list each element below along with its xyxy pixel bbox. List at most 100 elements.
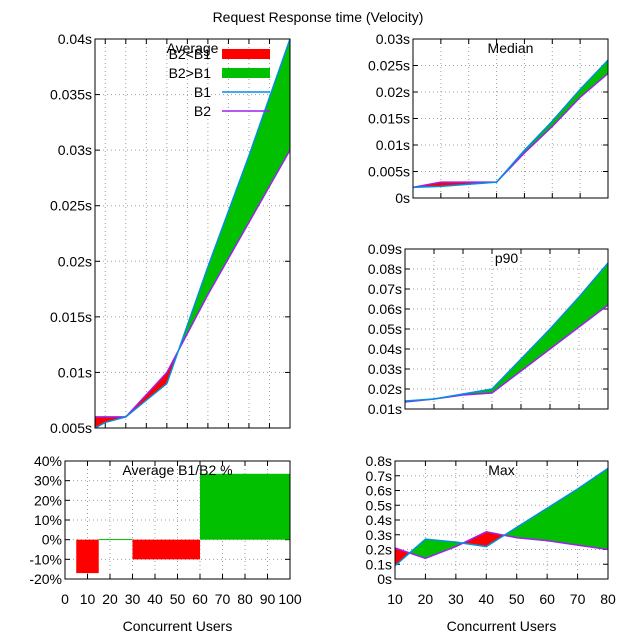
max-ytick-label: 0.5s: [366, 497, 392, 513]
max-fills: [394, 467, 609, 567]
ratio-xtick-label: 100: [278, 591, 302, 607]
max-title: Max: [488, 462, 514, 478]
max-xtick-label: 60: [539, 591, 555, 607]
ratio-ytick-label: -10%: [29, 551, 62, 567]
median-line-b1: [412, 59, 609, 189]
max-ytick-label: 0.2s: [366, 542, 392, 558]
median-ytick-label: 0.01s: [376, 137, 410, 153]
average-ytick-label: 0.015s: [50, 309, 92, 325]
median-ytick-label: 0.03s: [376, 31, 410, 47]
ratio-title: Average B1/B2 %: [122, 462, 232, 478]
ratio-ytick-label: 20%: [34, 492, 62, 508]
max-line-b1: [394, 467, 609, 567]
ratio-xtick-label: 0: [61, 591, 69, 607]
median-line-b2: [412, 72, 609, 189]
ratio-frame: [64, 460, 291, 580]
ratio-ytick-label: 0%: [42, 532, 62, 548]
ratio-xtick-label: 40: [147, 591, 163, 607]
max-xlabel: Concurrent Users: [447, 618, 557, 634]
max-ytick-label: 0s: [377, 571, 392, 587]
ratio-xtick-label: 50: [170, 591, 186, 607]
max-ytick-label: 0.6s: [366, 483, 392, 499]
p90-ytick-label: 0.04s: [368, 341, 402, 357]
legend-b2-gt-b1-label: B2>B1: [169, 65, 212, 81]
legend-b1-label: B1: [194, 84, 211, 100]
average-frame: [94, 38, 291, 429]
average-fill-b2-gt-b1-green: [207, 155, 250, 296]
max-xtick-label: 30: [448, 591, 464, 607]
average-ytick-label: 0.02s: [58, 253, 92, 269]
ratio-bar: [98, 539, 133, 541]
p90-fill-b2-gt-b1-green: [549, 296, 580, 350]
ratio-xtick-label: 90: [260, 591, 276, 607]
average-ytick-label: 0.025s: [50, 198, 92, 214]
max-ytick-label: 0.7s: [366, 468, 392, 484]
average-title: Average: [167, 40, 219, 56]
p90-line-b1: [404, 262, 609, 402]
max-frame: [394, 460, 609, 580]
median-ytick-label: 0.015s: [368, 111, 410, 127]
p90-ytick-label: 0.08s: [368, 261, 402, 277]
ratio-axes: -20% -10% 0% 10% 20% 30% 40%: [29, 453, 291, 587]
legend-b2-gt-b1-swatch: [222, 68, 270, 78]
median-ytick-label: 0.02s: [376, 84, 410, 100]
p90-fill-b2-gt-b1-green: [578, 262, 609, 328]
ratio-xlabel: Concurrent Users: [123, 618, 233, 634]
legend-b2-lt-b1-swatch: [222, 49, 270, 59]
max-ytick-label: 0.3s: [366, 527, 392, 543]
average-legend: B2<B1 B2>B1 B1 B2: [169, 46, 270, 119]
median-ytick-label: 0.005s: [368, 164, 410, 180]
max-xtick-label: 80: [600, 591, 616, 607]
p90-ytick-label: 0.09s: [368, 241, 402, 257]
ratio-xtick-label: 10: [80, 591, 96, 607]
average-ytick-label: 0.035s: [50, 87, 92, 103]
average-ytick-label: 0.03s: [58, 142, 92, 158]
average-ytick-label: 0.005s: [50, 420, 92, 436]
max-xtick-label: 10: [387, 591, 403, 607]
p90-ytick-label: 0.02s: [368, 381, 402, 397]
ratio-bar: [132, 539, 200, 560]
figure-title: Request Response time (Velocity): [213, 9, 424, 25]
ratio-xtick-label: 80: [237, 591, 253, 607]
p90-frame: [404, 248, 609, 410]
ratio-bar: [200, 473, 290, 540]
median-axes: 0s 0.005s 0.01s 0.015s 0.02s 0.025s 0.03s: [368, 31, 609, 206]
p90-ytick-label: 0.05s: [368, 321, 402, 337]
ratio-xtick-label: 70: [215, 591, 231, 607]
ratio-ytick-label: -20%: [29, 571, 62, 587]
max-xtick-label: 40: [478, 591, 494, 607]
max-xtick-label: 70: [570, 591, 586, 607]
legend-b2-label: B2: [194, 103, 211, 119]
average-fill-b2-gt-b1-green: [248, 38, 291, 224]
median-ytick-label: 0s: [395, 190, 410, 206]
ratio-xtick-label: 60: [192, 591, 208, 607]
legend-b2-lt-b1-label: B2<B1: [169, 46, 212, 62]
p90-ytick-label: 0.01s: [368, 401, 402, 417]
average-ytick-label: 0.01s: [58, 364, 92, 380]
max-fill-b2-gt-b1-green: [577, 467, 609, 550]
median-frame: [412, 38, 609, 199]
p90-ytick-label: 0.06s: [368, 301, 402, 317]
max-ytick-label: 0.1s: [366, 556, 392, 572]
ratio-ytick-label: 40%: [34, 453, 62, 469]
p90-ytick-label: 0.03s: [368, 361, 402, 377]
median-title: Median: [488, 40, 534, 56]
ratio-ytick-label: 30%: [34, 473, 62, 489]
max-ytick-label: 0.8s: [366, 453, 392, 469]
max-ytick-label: 0.4s: [366, 512, 392, 528]
average-line-b2: [95, 149, 291, 418]
p90-ytick-label: 0.07s: [368, 281, 402, 297]
max-line-b2: [394, 531, 609, 560]
average-line-b1: [94, 38, 291, 429]
ratio-xtick-label: 30: [125, 591, 141, 607]
ratio-ytick-label: 10%: [34, 512, 62, 528]
p90-title: p90: [495, 250, 519, 266]
median-ytick-label: 0.025s: [368, 58, 410, 74]
average-ytick-label: 0.04s: [58, 31, 92, 47]
ratio-xtick-label: 20: [102, 591, 118, 607]
p90-fill-b2-gt-b1-green: [520, 328, 551, 372]
max-xtick-label: 20: [418, 591, 434, 607]
ratio-bar: [76, 539, 99, 574]
max-fill-b2-gt-b1-green: [546, 488, 578, 546]
